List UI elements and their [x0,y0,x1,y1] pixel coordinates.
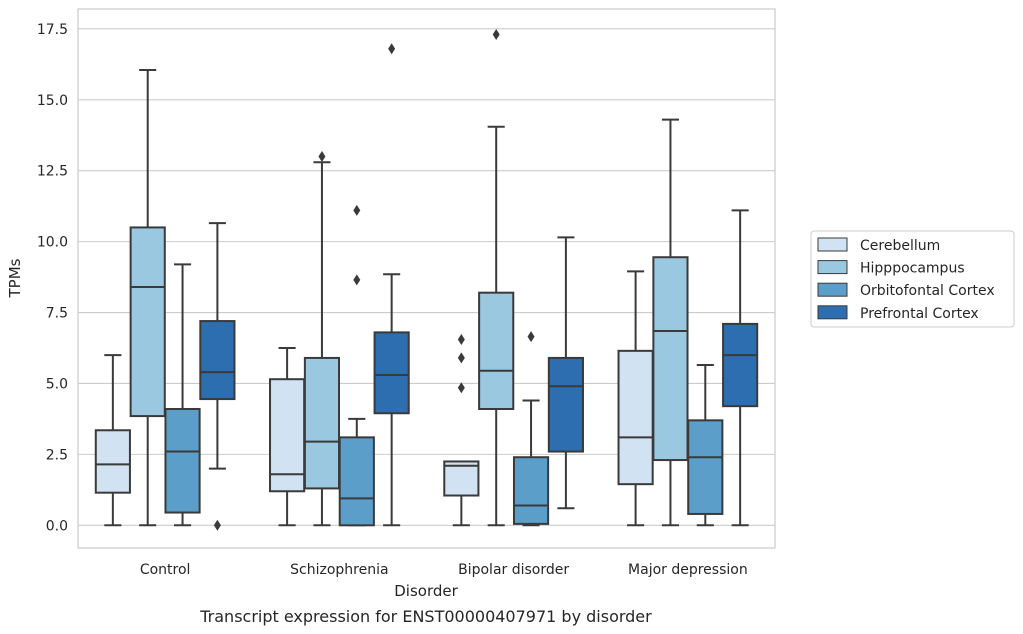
box-0-1 [129,68,166,527]
legend-label: Hipppocampus [860,261,965,277]
box-body [303,356,341,490]
legend: Cerebellum Hipppocampus Orbitofontal Corte… [810,230,1015,328]
box-2-0 [443,333,480,527]
x-tick-labels: Control Schizophrenia Bipolar disorder Majo… [140,562,748,578]
outlier-point [388,43,396,55]
box-3-1 [652,118,689,527]
box-body [269,378,306,493]
outlier-point [457,382,465,394]
legend-label: Orbitofontal Cortex [860,283,995,299]
y-tick-label: 5.0 [46,376,68,392]
boxes [94,29,759,531]
box-1-3 [373,43,410,527]
y-tick-label: 2.5 [46,447,68,463]
legend-label: Cerebellum [860,238,940,254]
box-2-2 [512,331,550,527]
box-body [512,456,550,525]
box-2-1 [478,29,515,527]
y-axis-label: TPMs [6,258,24,298]
legend-swatch [817,282,848,297]
box-body [687,419,724,515]
y-tick-label: 10.0 [37,235,68,251]
box-body [199,320,236,401]
legend-swatch [817,305,848,320]
y-tick-labels: 0.0 2.5 5.0 7.5 10.0 12.5 15.0 17.5 [37,22,68,534]
outlier-point [492,29,500,41]
x-tick-label: Bipolar disorder [458,562,569,578]
outlier-point [318,151,326,163]
box-1-2 [338,204,375,527]
legend-swatch [817,237,848,252]
box-0-0 [94,354,131,527]
box-3-2 [687,364,724,527]
box-body [338,436,375,527]
legend-label: Prefrontal Cortex [860,306,979,322]
legend-frame [810,230,1015,328]
box-body [478,291,515,410]
y-tick-label: 17.5 [37,22,68,38]
box-1-1 [303,151,341,527]
x-tick-label: Control [140,562,191,578]
outlier-point [353,274,361,286]
outlier-point [213,519,221,531]
outlier-point [353,204,361,216]
x-tick-label: Schizophrenia [290,562,388,578]
box-body [722,322,759,408]
legend-swatch [817,260,848,275]
box-body [443,460,480,497]
chart-caption: Transcript expression for ENST0000040797… [199,607,652,626]
box-body [373,331,410,415]
box-2-3 [547,236,584,510]
box-3-0 [617,270,654,527]
y-tick-label: 7.5 [46,306,68,322]
box-body [617,349,654,486]
box-body [547,356,584,453]
box-body [164,407,201,514]
box-0-3 [199,222,236,531]
outlier-point [527,331,535,343]
y-tick-label: 12.5 [37,164,68,180]
x-axis-label: Disorder [394,582,458,600]
box-3-3 [722,209,759,527]
box-body [129,226,166,418]
plot-frame [77,8,776,549]
box-0-2 [164,263,201,527]
x-tick-label: Major depression [628,562,748,578]
box-body [652,256,689,462]
outlier-point [457,352,465,364]
y-tick-label: 15.0 [37,93,68,109]
box-1-0 [269,347,306,527]
outlier-point [457,333,465,345]
box-body [94,429,131,494]
y-tick-label: 0.0 [46,518,68,534]
